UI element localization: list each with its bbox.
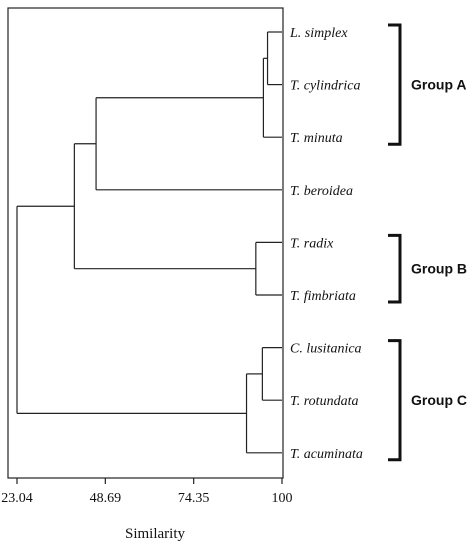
group-brackets: Group A Group B Group C bbox=[388, 23, 467, 462]
x-tick-label: 74.35 bbox=[178, 491, 210, 506]
leaf-label: T. acuminata bbox=[290, 447, 363, 462]
leaf-label: T. beroidea bbox=[290, 184, 353, 199]
plot-frame bbox=[7, 7, 284, 479]
group-bracket bbox=[388, 23, 402, 146]
x-tick-label: 48.69 bbox=[90, 491, 122, 506]
leaf-label: T. cylindrica bbox=[290, 79, 361, 94]
group-label: Group C bbox=[411, 392, 467, 408]
x-tick-label: 23.04 bbox=[1, 491, 33, 506]
leaf-label: T. minuta bbox=[290, 131, 343, 146]
leaf-label: T. radix bbox=[290, 236, 334, 251]
x-axis-ticks: 23.04 48.69 74.35 100 bbox=[1, 478, 293, 506]
leaf-label: C. lusitanica bbox=[290, 342, 362, 357]
tree-branches bbox=[16, 31, 282, 454]
group-label: Group B bbox=[411, 261, 467, 277]
group-bracket bbox=[388, 339, 402, 462]
x-tick-label: 100 bbox=[272, 491, 293, 506]
group-label: Group A bbox=[411, 77, 466, 93]
leaf-label: T. rotundata bbox=[290, 394, 358, 409]
leaf-label: L. simplex bbox=[289, 26, 348, 41]
group-bracket bbox=[388, 233, 402, 304]
leaf-labels: L. simplex T. cylindrica T. minuta T. beroi… bbox=[289, 26, 363, 462]
leaf-label: T. fimbriata bbox=[290, 289, 356, 304]
x-axis-title: Similarity bbox=[125, 526, 186, 542]
